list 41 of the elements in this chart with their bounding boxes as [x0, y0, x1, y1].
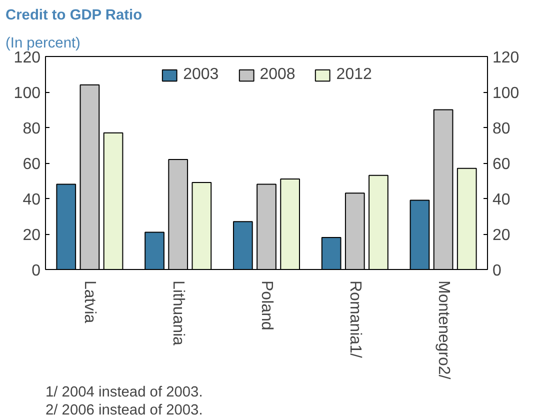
bar	[192, 182, 212, 270]
legend-label: 2008	[260, 66, 296, 84]
text: 1/ 2004 instead of 2003.	[46, 384, 203, 400]
bar	[410, 200, 430, 270]
bar	[168, 158, 188, 270]
y2-tick-label: 0	[492, 262, 502, 280]
x-tick-label: Poland	[258, 280, 275, 330]
y2-tick-label: 100	[492, 85, 520, 102]
legend-label: 2012	[336, 66, 372, 84]
bar	[80, 84, 100, 270]
bar	[433, 109, 454, 270]
x-tick-label: Latvia	[81, 280, 98, 324]
x-tick-label: Romania1/	[346, 280, 364, 358]
bar	[280, 178, 300, 270]
chart-title: Credit to GDP Ratio	[6, 8, 142, 24]
text: 2/ 2006 instead of 2003.	[46, 402, 203, 418]
bar	[368, 174, 388, 270]
bar	[103, 132, 124, 270]
x-tick-label: Lithuania	[170, 280, 187, 346]
x-tick-label: Montenegro2/	[434, 280, 452, 380]
y2-tick-label: 120	[492, 50, 520, 66]
y-tick-label: 40	[22, 192, 41, 208]
y-tick-label: 20	[22, 227, 41, 244]
y2-tick-label: 60	[492, 156, 510, 173]
y-tick-label: 80	[22, 120, 41, 138]
bar	[321, 237, 342, 270]
bar	[256, 184, 276, 270]
bar	[456, 168, 477, 270]
y-tick-label: 0	[32, 262, 41, 280]
y-tick-label: 60	[22, 156, 41, 173]
bar	[232, 221, 253, 270]
y2-tick-label: 20	[492, 227, 510, 244]
chart-subtitle: (In percent)	[6, 36, 80, 52]
y-tick-label: 100	[14, 85, 41, 102]
y2-tick-label: 40	[492, 192, 510, 208]
y2-tick-label: 80	[492, 120, 510, 138]
bar	[56, 184, 76, 270]
y-tick-label: 120	[14, 50, 41, 66]
legend-label: 2003	[183, 66, 219, 84]
bar	[344, 192, 365, 270]
bar	[144, 232, 164, 270]
